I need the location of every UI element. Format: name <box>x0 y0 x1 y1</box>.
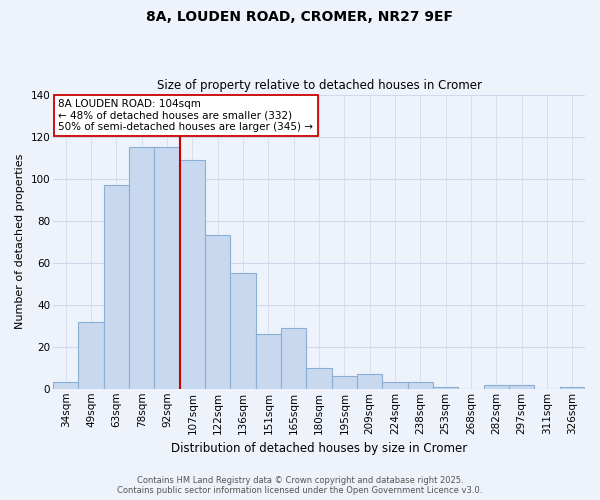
Bar <box>104 185 129 389</box>
Bar <box>154 147 180 389</box>
Bar <box>281 328 307 389</box>
Bar <box>509 384 535 389</box>
Bar <box>484 384 509 389</box>
Bar <box>560 386 585 389</box>
Text: 8A, LOUDEN ROAD, CROMER, NR27 9EF: 8A, LOUDEN ROAD, CROMER, NR27 9EF <box>146 10 454 24</box>
Bar <box>180 160 205 389</box>
Text: Contains HM Land Registry data © Crown copyright and database right 2025.
Contai: Contains HM Land Registry data © Crown c… <box>118 476 482 495</box>
X-axis label: Distribution of detached houses by size in Cromer: Distribution of detached houses by size … <box>171 442 467 455</box>
Bar <box>205 236 230 389</box>
Y-axis label: Number of detached properties: Number of detached properties <box>15 154 25 330</box>
Bar <box>79 322 104 389</box>
Bar <box>53 382 79 389</box>
Bar <box>307 368 332 389</box>
Title: Size of property relative to detached houses in Cromer: Size of property relative to detached ho… <box>157 79 482 92</box>
Bar <box>357 374 382 389</box>
Bar <box>256 334 281 389</box>
Bar <box>433 386 458 389</box>
Bar <box>382 382 407 389</box>
Bar <box>332 376 357 389</box>
Text: 8A LOUDEN ROAD: 104sqm
← 48% of detached houses are smaller (332)
50% of semi-de: 8A LOUDEN ROAD: 104sqm ← 48% of detached… <box>58 99 313 132</box>
Bar <box>230 273 256 389</box>
Bar <box>129 147 154 389</box>
Bar <box>407 382 433 389</box>
